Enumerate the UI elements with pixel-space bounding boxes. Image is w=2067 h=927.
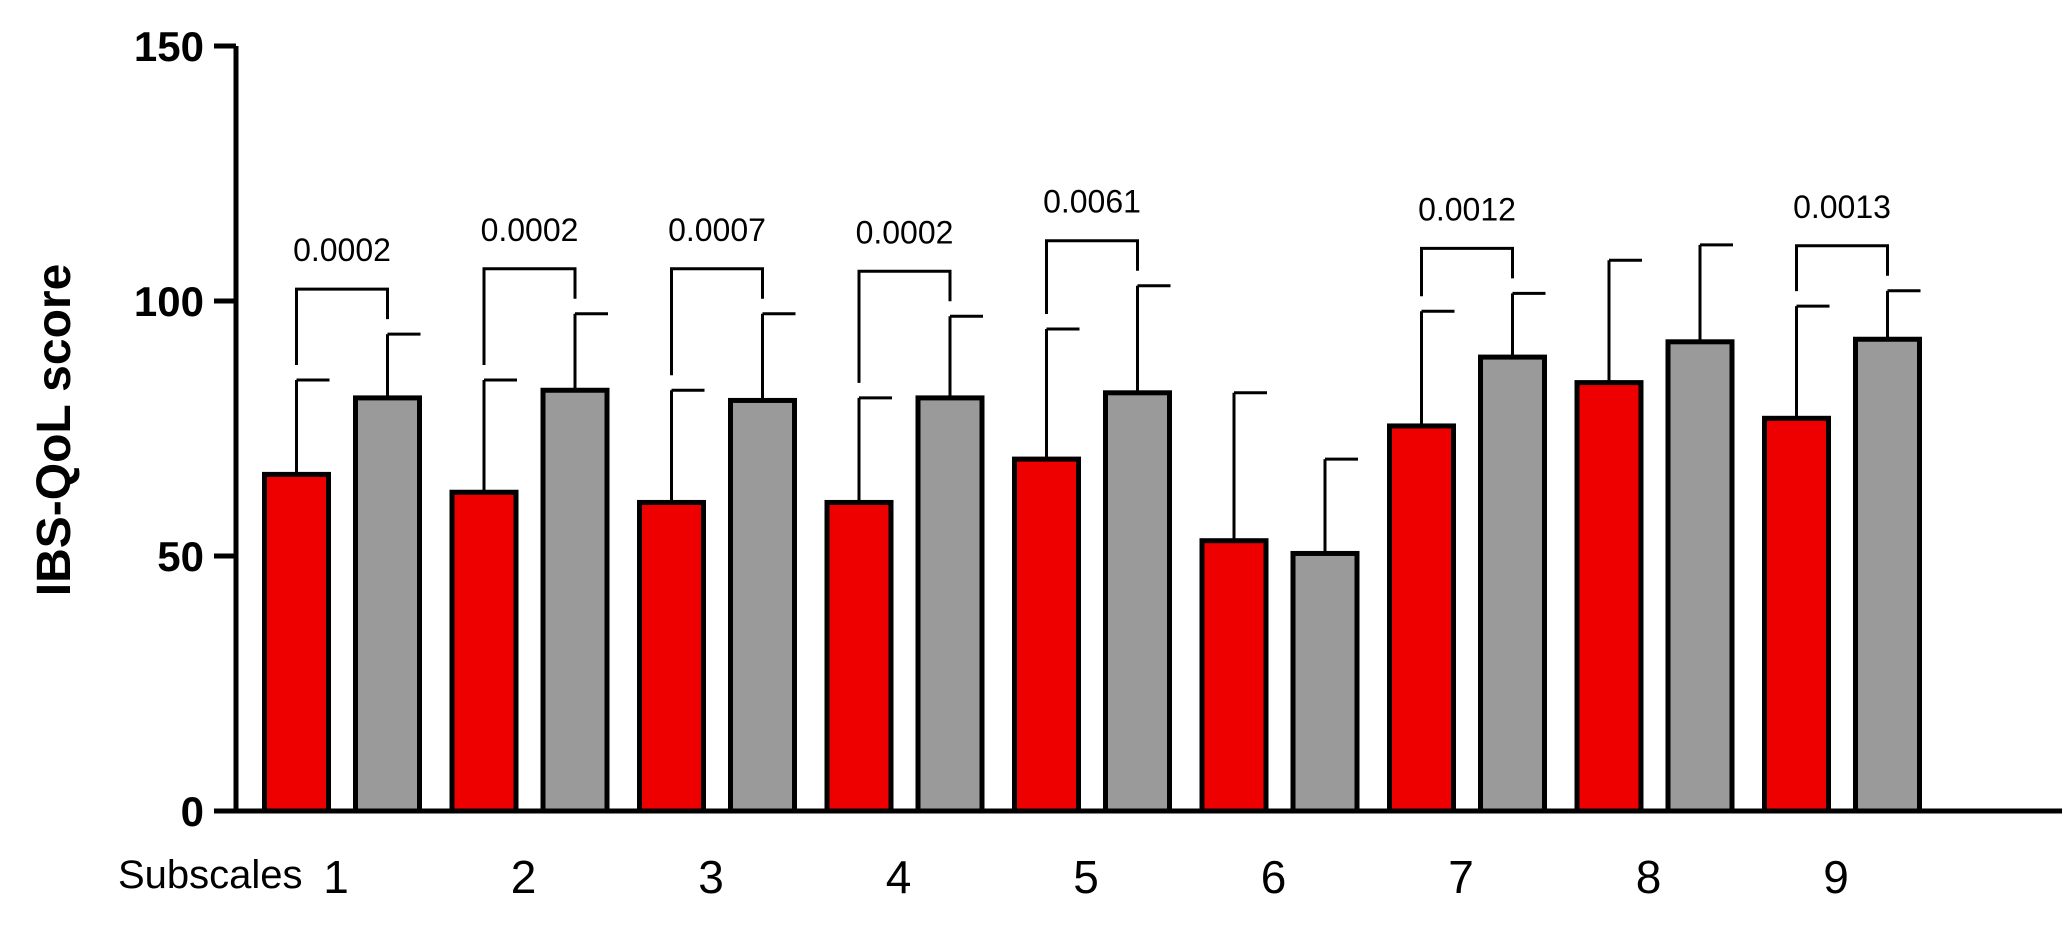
x-tick-label-8: 8: [1636, 851, 1662, 903]
y-tick-label-3: 150: [134, 23, 204, 70]
bar-s2-4: [915, 395, 985, 814]
p-value-5: 0.0061: [1043, 184, 1141, 220]
bar-s1-2: [449, 489, 519, 814]
bracket-4: [857, 269, 952, 383]
bar-s1-8: [1574, 380, 1644, 814]
x-tick-label-4: 4: [886, 851, 912, 903]
bracket-1: [295, 287, 389, 366]
bracket-7: [1420, 246, 1514, 297]
bars: [262, 336, 1922, 814]
bar-s1-3: [637, 499, 706, 814]
x-tick-label-7: 7: [1448, 851, 1474, 903]
bar-s2-8: [1665, 339, 1735, 814]
bracket-2: [482, 267, 577, 366]
p-value-2: 0.0002: [481, 212, 579, 248]
bar-s2-2: [540, 387, 610, 814]
p-value-3: 0.0007: [668, 212, 766, 248]
y-tick-label-1: 50: [157, 533, 204, 580]
x-tick-label-3: 3: [698, 851, 724, 903]
y-tick-label-0: 0: [181, 788, 204, 835]
y-axis: 0 50 100 150: [134, 23, 239, 835]
x-tick-labels: Subscales 1 2 3 4 5 6 7 8 9: [118, 851, 1849, 903]
bracket-9: [1795, 244, 1889, 292]
p-value-9: 0.0013: [1793, 189, 1891, 225]
y-axis-label: IBS-QoL score: [28, 264, 81, 597]
bracket-3: [670, 267, 764, 376]
p-value-1: 0.0002: [293, 232, 391, 268]
x-tick-label-5: 5: [1073, 851, 1099, 903]
bar-s1-7: [1387, 423, 1456, 814]
x-tick-label-2: 2: [511, 851, 537, 903]
bar-s2-9: [1853, 336, 1922, 814]
bar-s1-4: [824, 499, 894, 814]
p-value-4: 0.0002: [856, 214, 954, 250]
bar-s2-6: [1290, 550, 1360, 814]
bar-s2-5: [1103, 390, 1172, 814]
bar-s2-1: [353, 395, 422, 814]
bracket-5: [1045, 239, 1139, 315]
y-tick-label-2: 100: [134, 278, 204, 325]
bar-s2-7: [1478, 354, 1547, 814]
error-bars: [295, 243, 1921, 554]
bar-s2-3: [728, 397, 797, 814]
x-tick-label-1: 1: [323, 851, 349, 903]
bar-s1-5: [1012, 456, 1081, 814]
bar-s1-9: [1762, 415, 1831, 814]
x-tick-label-9: 9: [1823, 851, 1849, 903]
x-axis-prefix-label: Subscales: [118, 853, 303, 897]
bar-s1-6: [1199, 538, 1269, 814]
x-tick-label-6: 6: [1261, 851, 1287, 903]
p-value-7: 0.0012: [1418, 191, 1516, 227]
significance-brackets: 0.0002 0.0002 0.0007 0.0002 0.0061 0.0012 0.00…: [293, 184, 1891, 383]
bar-s1-1: [262, 471, 331, 814]
